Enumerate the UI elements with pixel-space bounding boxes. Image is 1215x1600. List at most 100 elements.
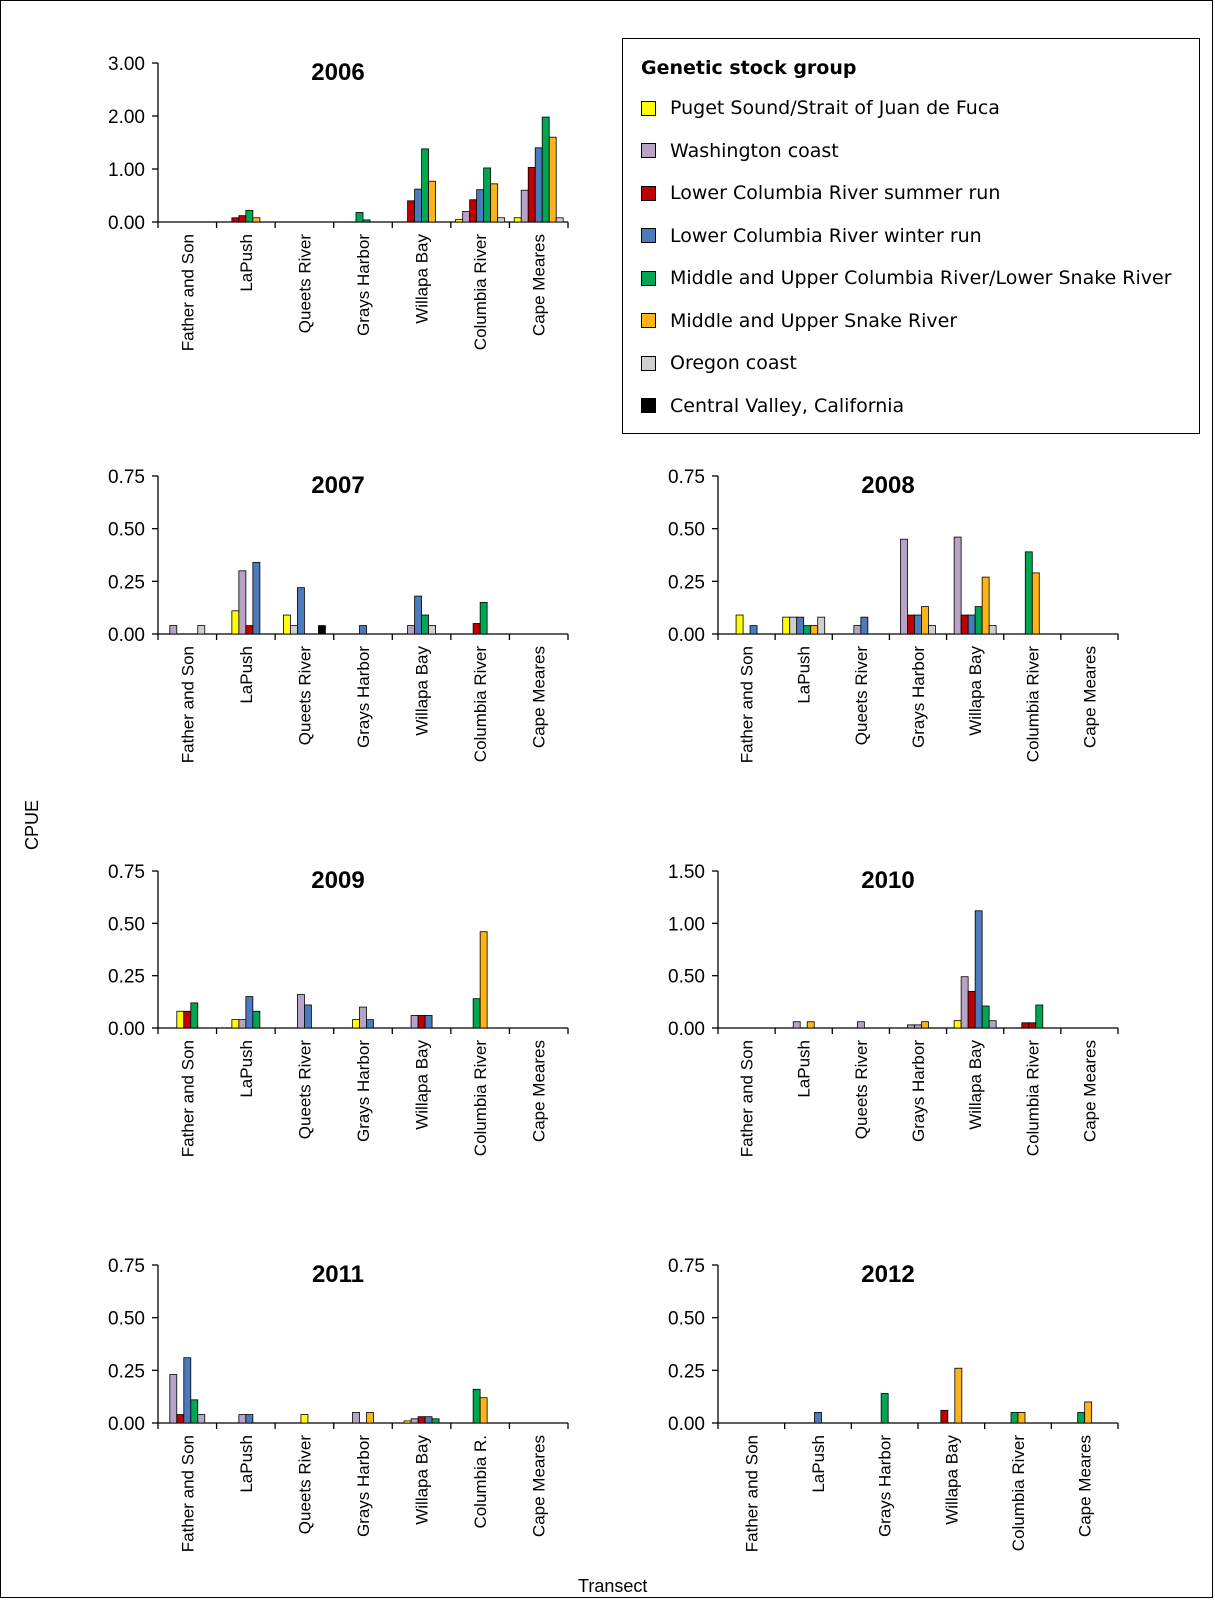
- bar: [176, 1414, 185, 1424]
- bar: [238, 1019, 247, 1029]
- bar: [318, 625, 326, 635]
- bar: [414, 188, 422, 223]
- bar: [527, 167, 536, 223]
- bar: [974, 910, 983, 1029]
- bar: [290, 625, 298, 635]
- bar: [856, 1021, 865, 1029]
- bar: [1031, 572, 1040, 635]
- y-tick-label: 0.25: [668, 1361, 705, 1382]
- bar: [921, 1021, 929, 1029]
- x-category-label: Willapa Bay: [966, 646, 985, 736]
- y-tick-label: 0.00: [108, 1019, 145, 1040]
- x-category-label: Grays Harbor: [354, 234, 373, 336]
- legend-label: Oregon coast: [670, 352, 797, 374]
- legend-swatch: [641, 270, 656, 286]
- legend-label: Middle and Upper Snake River: [670, 309, 958, 332]
- bar: [967, 614, 976, 635]
- bar: [428, 625, 436, 635]
- bar: [252, 561, 261, 635]
- bar: [245, 209, 254, 223]
- x-category-label: Father and Son: [738, 646, 757, 763]
- bar: [954, 1367, 963, 1424]
- legend-label: Puget Sound/Strait of Juan de Fuca: [670, 97, 1000, 119]
- x-category-label: Grays Harbor: [909, 646, 928, 748]
- bar: [352, 1019, 360, 1029]
- y-tick-label: 0.50: [108, 914, 145, 935]
- bar: [183, 1010, 192, 1029]
- bar: [1028, 1022, 1037, 1029]
- bar: [417, 1416, 426, 1424]
- bar: [231, 1019, 240, 1029]
- x-category-label: LaPush: [237, 1435, 256, 1493]
- x-category-label: Willapa Bay: [966, 1040, 985, 1130]
- bar: [782, 616, 791, 635]
- x-category-label: LaPush: [237, 1040, 256, 1098]
- bar: [520, 189, 529, 223]
- x-category-label: Columbia R.: [471, 1435, 490, 1529]
- legend-swatch: [641, 398, 656, 413]
- x-category-label: Willapa Bay: [413, 1040, 432, 1130]
- bar: [238, 215, 247, 223]
- bar: [953, 536, 962, 635]
- y-tick-label: 0.75: [668, 1256, 705, 1277]
- legend-swatch: [641, 143, 656, 158]
- bar: [252, 1010, 261, 1029]
- bar: [421, 614, 429, 635]
- legend-item: Oregon coast: [641, 350, 797, 376]
- y-tick-label: 0.00: [668, 1019, 705, 1040]
- x-category-label: Willapa Bay: [413, 646, 432, 736]
- bar: [197, 625, 206, 635]
- bar: [555, 217, 564, 223]
- bar: [197, 1414, 206, 1424]
- y-tick-label: 0.50: [668, 1309, 705, 1330]
- bar: [810, 625, 819, 635]
- y-tick-label: 0.75: [668, 467, 705, 488]
- x-category-label: LaPush: [237, 234, 256, 292]
- bar: [355, 212, 364, 223]
- y-tick-label: 0.75: [108, 467, 145, 488]
- bar: [960, 976, 969, 1029]
- y-tick-label: 0.25: [108, 572, 145, 593]
- x-category-label: Columbia River: [471, 646, 490, 763]
- legend-label: Middle and Upper Columbia River/Lower Sn…: [670, 267, 1172, 289]
- bar: [513, 217, 522, 223]
- bar: [907, 1024, 915, 1029]
- y-tick-label: 0.00: [668, 1414, 705, 1435]
- y-axis-title: CPUE: [22, 799, 42, 850]
- bar: [169, 1374, 178, 1424]
- bar: [455, 218, 464, 223]
- y-tick-label: 0.00: [108, 213, 145, 234]
- y-tick-label: 0.25: [668, 572, 705, 593]
- chart-title: 2009: [311, 867, 364, 894]
- bar: [407, 200, 415, 223]
- bar: [735, 614, 744, 635]
- y-tick-label: 0.50: [668, 520, 705, 541]
- bar: [914, 614, 922, 635]
- x-category-label: Cape Meares: [530, 1040, 549, 1142]
- bar: [479, 602, 488, 635]
- bar: [1024, 551, 1033, 635]
- x-category-label: Cape Meares: [1076, 1435, 1095, 1537]
- legend-item: Washington coast: [641, 138, 839, 164]
- x-category-label: Grays Harbor: [876, 1435, 895, 1537]
- bar: [953, 1020, 962, 1029]
- bar: [245, 996, 254, 1029]
- bar: [403, 1420, 412, 1424]
- legend-item: Lower Columbia River summer run: [641, 180, 1000, 206]
- x-category-label: Queets River: [852, 646, 871, 746]
- bar: [541, 116, 550, 223]
- bar: [297, 587, 305, 635]
- bar: [366, 1019, 374, 1029]
- y-tick-label: 0.50: [108, 1309, 145, 1330]
- legend-title: Genetic stock group: [641, 57, 857, 79]
- legend-label: Lower Columbia River summer run: [670, 182, 1001, 204]
- bar: [238, 1414, 247, 1424]
- bar: [252, 217, 261, 223]
- x-category-label: Columbia River: [471, 1040, 490, 1157]
- bar: [988, 1020, 997, 1029]
- x-category-label: Grays Harbor: [354, 646, 373, 748]
- x-category-label: Queets River: [295, 646, 314, 746]
- x-category-label: Father and Son: [178, 1040, 197, 1157]
